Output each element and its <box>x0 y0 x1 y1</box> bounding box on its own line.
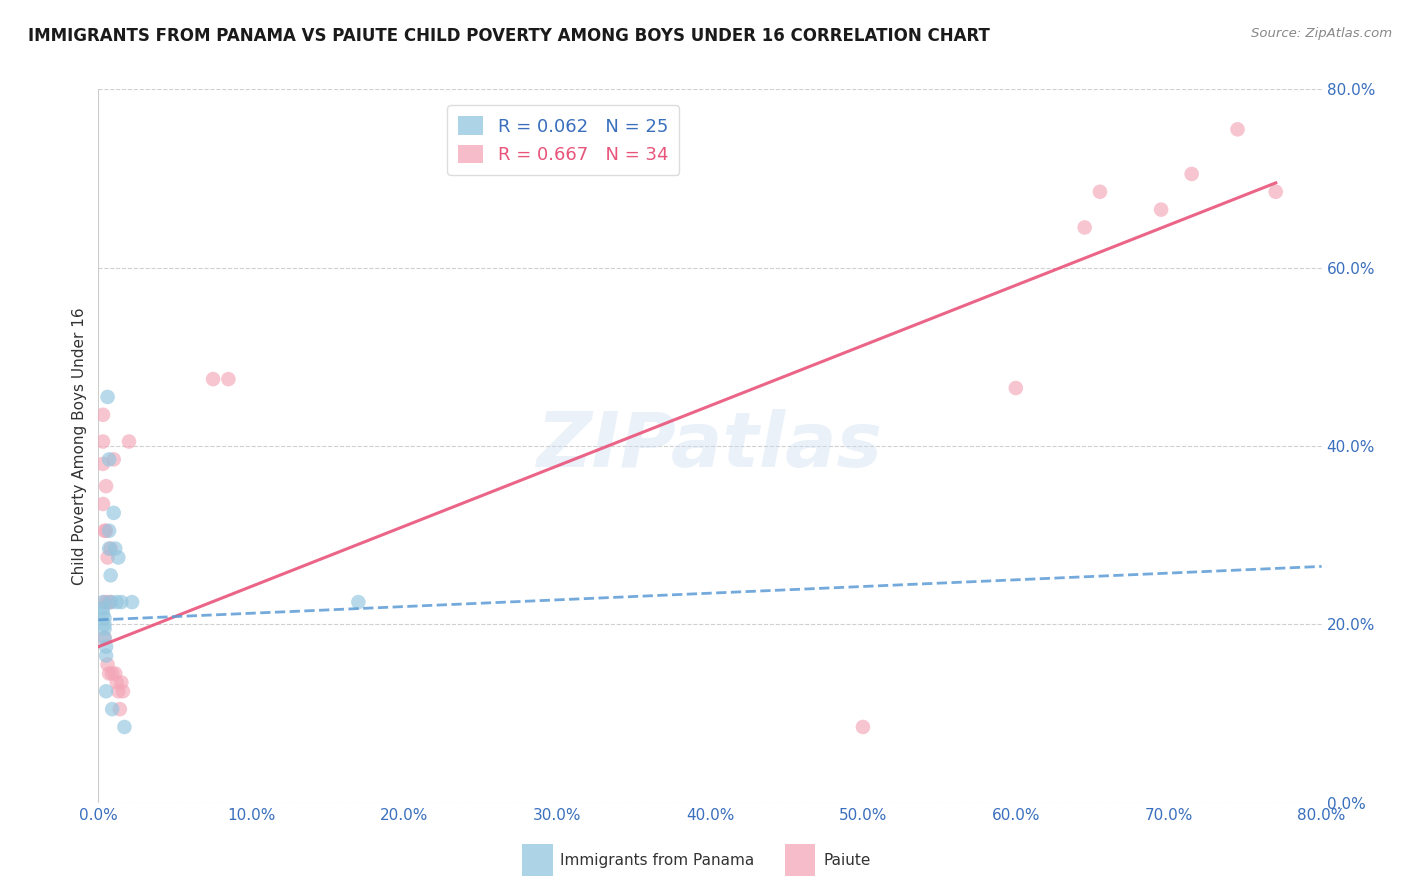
Y-axis label: Child Poverty Among Boys Under 16: Child Poverty Among Boys Under 16 <box>72 307 87 585</box>
Point <box>91 607 114 621</box>
Point <box>97 550 120 565</box>
Point <box>103 452 125 467</box>
Point <box>94 684 117 698</box>
Point <box>104 666 127 681</box>
Point <box>93 622 115 636</box>
Point <box>1004 381 1026 395</box>
Point <box>98 452 121 467</box>
Point <box>93 631 115 645</box>
Point <box>100 595 122 609</box>
Point <box>107 550 129 565</box>
Point <box>1073 220 1095 235</box>
Text: Source: ZipAtlas.com: Source: ZipAtlas.com <box>1251 27 1392 40</box>
Point <box>101 702 124 716</box>
Point <box>98 666 121 681</box>
Point <box>93 631 115 645</box>
Point <box>100 568 122 582</box>
Point <box>202 372 225 386</box>
Point <box>1150 202 1173 217</box>
Point <box>1226 122 1249 136</box>
Point <box>105 595 128 609</box>
Point <box>347 595 370 609</box>
Point <box>1264 185 1286 199</box>
Point <box>91 434 114 449</box>
Point <box>91 457 114 471</box>
Point <box>1088 185 1111 199</box>
Point <box>98 541 121 556</box>
Legend: R = 0.062   N = 25, R = 0.667   N = 34: R = 0.062 N = 25, R = 0.667 N = 34 <box>447 105 679 175</box>
Text: Immigrants from Panama: Immigrants from Panama <box>560 853 755 868</box>
Point <box>93 595 115 609</box>
Point <box>100 595 122 609</box>
Point <box>110 595 132 609</box>
Point <box>94 479 117 493</box>
Point <box>93 611 115 625</box>
Point <box>93 617 115 632</box>
Point <box>121 595 143 609</box>
Point <box>91 595 114 609</box>
Point <box>111 684 134 698</box>
Point <box>100 541 122 556</box>
Point <box>112 720 135 734</box>
Point <box>94 648 117 663</box>
Point <box>93 524 115 538</box>
Point <box>107 684 129 698</box>
Text: Paiute: Paiute <box>824 853 870 868</box>
Point <box>98 524 121 538</box>
Text: ZIPatlas: ZIPatlas <box>537 409 883 483</box>
Point <box>91 601 114 615</box>
Point <box>217 372 239 386</box>
Point <box>97 390 120 404</box>
Point <box>104 541 127 556</box>
Point <box>852 720 875 734</box>
Point <box>1181 167 1204 181</box>
Point <box>103 506 125 520</box>
Point <box>110 675 132 690</box>
Point <box>91 497 114 511</box>
Bar <box>785 844 815 876</box>
Point <box>97 595 120 609</box>
Bar <box>522 844 553 876</box>
Text: IMMIGRANTS FROM PANAMA VS PAIUTE CHILD POVERTY AMONG BOYS UNDER 16 CORRELATION C: IMMIGRANTS FROM PANAMA VS PAIUTE CHILD P… <box>28 27 990 45</box>
Point <box>108 702 131 716</box>
Point <box>105 675 128 690</box>
Point <box>94 524 117 538</box>
Point <box>94 640 117 654</box>
Point <box>97 657 120 672</box>
Point <box>101 666 124 681</box>
Point <box>118 434 141 449</box>
Point <box>91 408 114 422</box>
